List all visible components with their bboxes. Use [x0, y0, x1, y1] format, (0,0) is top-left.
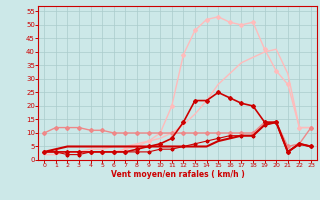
X-axis label: Vent moyen/en rafales ( km/h ): Vent moyen/en rafales ( km/h )	[111, 170, 244, 179]
